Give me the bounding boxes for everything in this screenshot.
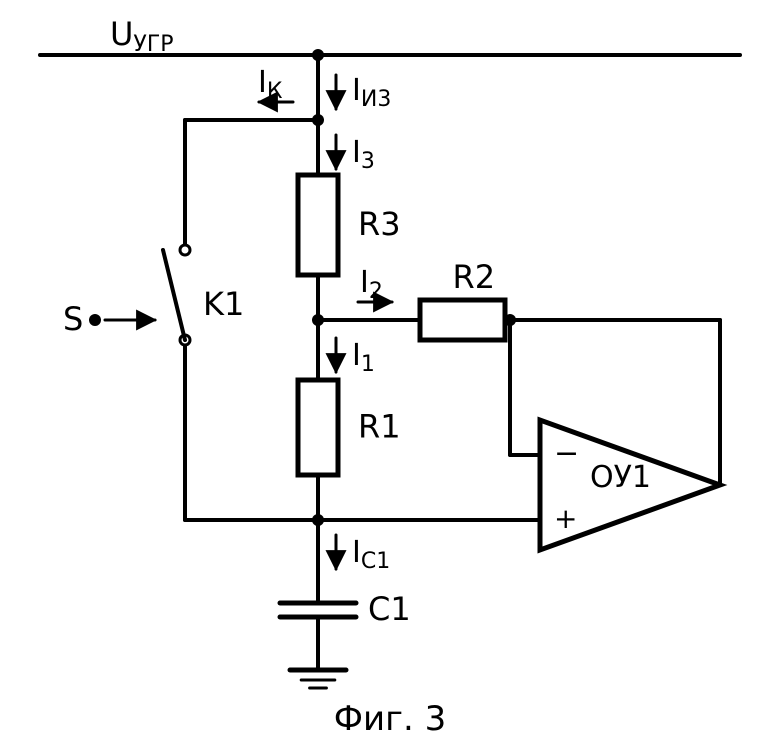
label-k1: K1 [203,285,244,323]
figure-caption: Фиг. 3 [334,699,446,739]
rail-label: UУГР [110,15,174,57]
current-i3: I3 [352,135,375,174]
s-terminal [89,314,101,326]
current-ic1: IC1 [352,535,390,574]
svg-text:+: + [554,502,577,535]
svg-text:−: − [554,436,579,471]
label-c1: C1 [368,590,411,628]
label-r2: R2 [453,258,496,296]
label-r1: R1 [358,408,401,446]
current-iiz: IИ3 [352,73,391,112]
label-r3: R3 [358,205,401,243]
label-s: S [63,300,83,338]
current-i1: I1 [352,338,375,377]
current-ik: IК [258,65,283,104]
label-ou1: ОУ1 [590,460,651,495]
current-i2: I2 [360,265,383,304]
